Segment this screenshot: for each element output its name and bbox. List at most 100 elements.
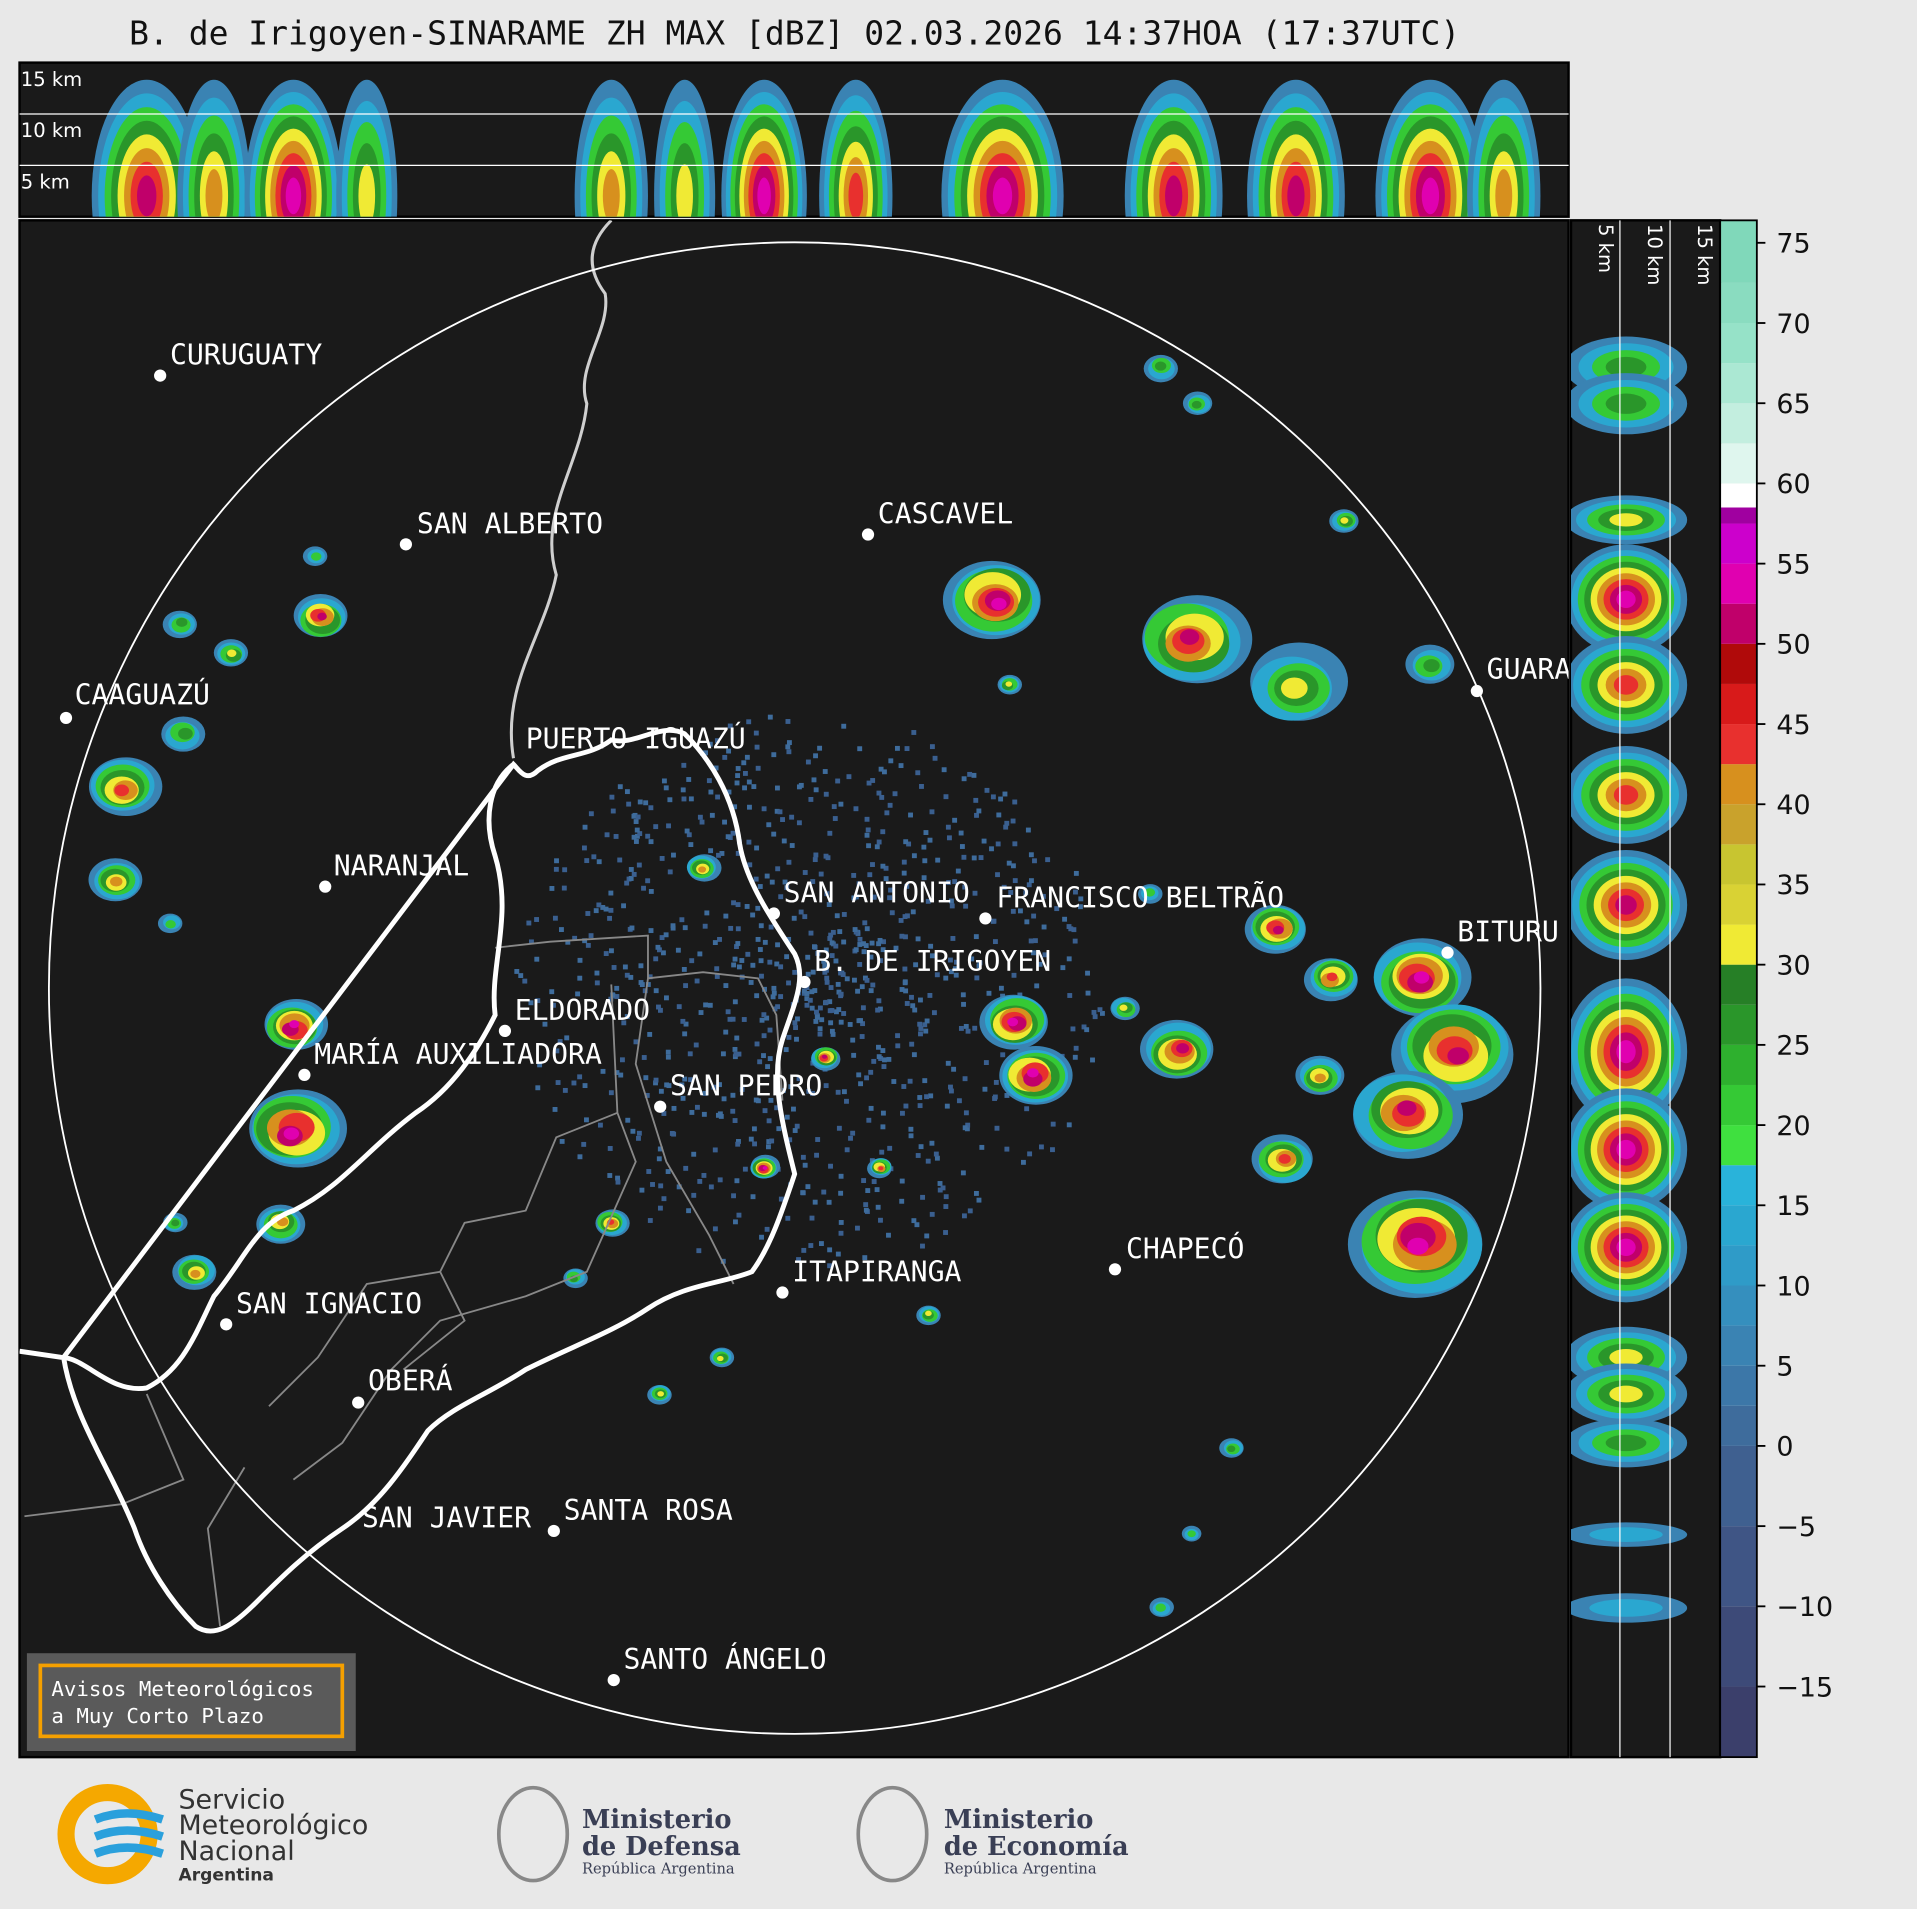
echo (1165, 175, 1183, 217)
clutter-pixel (621, 903, 627, 909)
echo (1605, 1434, 1647, 1452)
clutter-pixel (596, 902, 602, 908)
clutter-pixel (908, 1133, 914, 1139)
height-label: 10 km (1643, 224, 1666, 285)
clutter-pixel (663, 932, 669, 938)
clutter-pixel (758, 958, 764, 964)
clutter-pixel (887, 802, 893, 808)
clutter-pixel (699, 819, 705, 825)
clutter-pixel (909, 1041, 915, 1047)
clutter-pixel (952, 879, 958, 885)
echo (178, 727, 193, 740)
clutter-pixel (659, 935, 665, 941)
clutter-pixel (786, 936, 792, 942)
clutter-pixel (648, 805, 654, 811)
clutter-pixel (857, 962, 863, 967)
clutter-pixel (828, 1163, 833, 1169)
clutter-pixel (925, 1158, 931, 1164)
clutter-pixel (708, 1184, 714, 1190)
colorbar-segment (1720, 443, 1757, 484)
clutter-pixel (922, 1078, 928, 1084)
clutter-pixel (892, 791, 898, 797)
clutter-pixel (694, 1104, 700, 1110)
clutter-pixel (834, 913, 840, 919)
echo (992, 177, 1013, 215)
clutter-pixel (827, 936, 833, 941)
echo (602, 169, 620, 217)
clutter-pixel (866, 780, 872, 786)
clutter-pixel (798, 909, 804, 915)
clutter-pixel (723, 983, 729, 989)
clutter-pixel (703, 1002, 709, 1008)
clutter-pixel (881, 1064, 887, 1070)
clutter-pixel (984, 787, 990, 793)
clutter-pixel (870, 778, 876, 783)
echo (1179, 629, 1200, 645)
clutter-pixel (702, 923, 708, 929)
clutter-pixel (950, 936, 956, 941)
clutter-pixel (744, 904, 750, 909)
clutter-pixel (788, 1084, 794, 1090)
clutter-pixel (1037, 961, 1043, 967)
clutter-pixel (528, 1000, 534, 1006)
clutter-pixel (709, 812, 715, 818)
clutter-pixel (1070, 1026, 1076, 1032)
clutter-pixel (648, 839, 654, 845)
clutter-pixel (665, 1049, 671, 1055)
clutter-pixel (633, 1039, 639, 1045)
clutter-pixel (887, 895, 893, 901)
clutter-pixel (1010, 863, 1016, 869)
clutter-pixel (812, 857, 818, 863)
clutter-pixel (826, 902, 832, 907)
clutter-pixel (683, 1021, 689, 1027)
clutter-pixel (903, 1103, 909, 1109)
echo (1227, 1445, 1236, 1453)
city-label: GUARA (1487, 653, 1572, 686)
clutter-pixel (862, 1255, 868, 1261)
clutter-pixel (1017, 992, 1023, 998)
clutter-pixel (1004, 1146, 1010, 1152)
clutter-pixel (981, 838, 987, 844)
clutter-pixel (801, 988, 807, 994)
clutter-pixel (792, 1020, 798, 1026)
echo (310, 552, 322, 561)
clutter-pixel (771, 990, 777, 996)
clutter-pixel (1066, 1122, 1072, 1128)
clutter-pixel (859, 984, 865, 990)
clutter-pixel (681, 762, 687, 768)
clutter-pixel (727, 1016, 733, 1022)
clutter-pixel (775, 866, 781, 872)
clutter-pixel (757, 947, 763, 952)
clutter-pixel (713, 765, 719, 771)
clutter-pixel (826, 1199, 832, 1205)
clutter-pixel (903, 988, 909, 994)
clutter-pixel (850, 1130, 856, 1136)
clutter-pixel (608, 1090, 614, 1096)
clutter-pixel (665, 1054, 671, 1060)
clutter-pixel (675, 947, 681, 953)
clutter-pixel (827, 830, 833, 836)
colorbar-segment (1720, 643, 1757, 684)
clutter-pixel (728, 925, 734, 931)
clutter-pixel (824, 975, 830, 981)
clutter-pixel (961, 776, 967, 782)
clutter-pixel (537, 1062, 543, 1068)
clutter-pixel (888, 758, 894, 764)
echo (190, 1269, 201, 1278)
clutter-pixel (971, 772, 977, 778)
clutter-pixel (571, 1080, 577, 1086)
clutter-pixel (682, 1076, 688, 1082)
clutter-pixel (723, 913, 729, 919)
clutter-pixel (636, 1135, 641, 1141)
clutter-pixel (883, 865, 889, 871)
colorbar-tick-label: 25 (1776, 1031, 1810, 1062)
clutter-pixel (948, 957, 953, 963)
clutter-pixel (694, 978, 700, 984)
clutter-pixel (736, 1051, 742, 1057)
clutter-pixel (607, 1146, 613, 1151)
clutter-pixel (1081, 1024, 1087, 1030)
height-label: 15 km (1693, 224, 1716, 285)
colorbar-segment (1720, 1365, 1757, 1406)
city-label: NARANJAL (334, 850, 469, 883)
clutter-pixel (983, 1060, 989, 1065)
